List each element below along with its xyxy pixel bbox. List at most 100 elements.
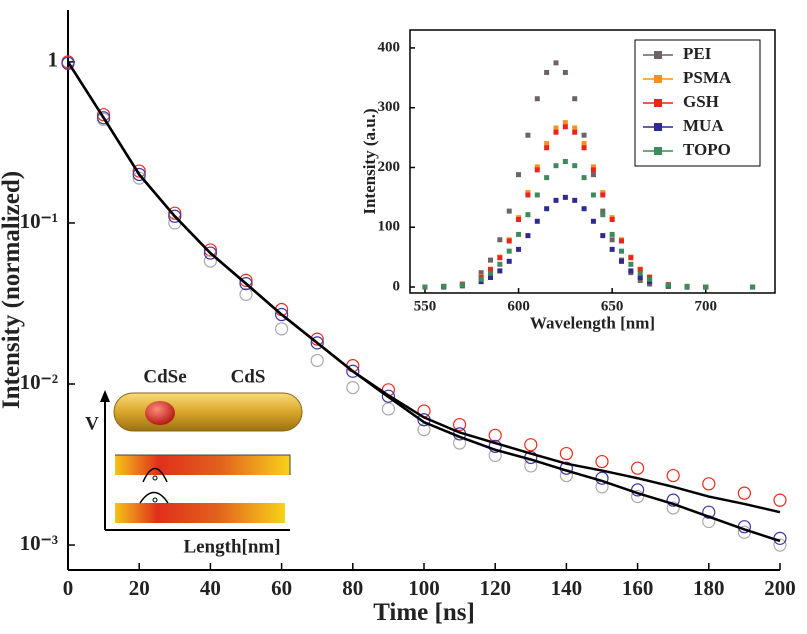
point	[553, 125, 559, 131]
point	[572, 197, 578, 203]
point	[666, 493, 680, 507]
chart: 550 600 650 700 0 100 200 300 400 Wavelength [nm]…	[360, 29, 776, 332]
point	[581, 145, 587, 151]
point	[562, 69, 568, 75]
point	[525, 233, 531, 239]
y-tick-label: 400	[378, 39, 401, 55]
fit-line	[66, 61, 781, 543]
point	[628, 268, 634, 274]
point	[346, 364, 360, 378]
point	[609, 237, 615, 243]
point	[534, 218, 540, 224]
point	[239, 273, 253, 287]
point	[702, 477, 716, 491]
point	[459, 282, 465, 288]
point	[478, 276, 484, 282]
point	[637, 270, 643, 276]
point	[61, 56, 75, 70]
point	[619, 258, 625, 264]
point	[487, 270, 493, 276]
point	[637, 274, 643, 280]
point	[525, 212, 531, 218]
point	[239, 277, 253, 291]
x-tick-label: 550	[414, 299, 437, 315]
point	[637, 267, 643, 273]
carrier	[152, 475, 158, 481]
x-axis-label: Wavelength [nm]	[530, 313, 655, 332]
point	[553, 60, 559, 66]
y-tick-label: 10⁻¹	[20, 209, 58, 233]
point	[600, 208, 606, 214]
point	[553, 129, 559, 135]
point	[239, 287, 253, 302]
point	[506, 248, 512, 254]
point	[168, 206, 182, 220]
point	[275, 307, 289, 322]
core-label: CdSe	[143, 366, 186, 387]
x-axis-label: Time [ns]	[373, 599, 475, 626]
point	[572, 163, 578, 169]
point	[506, 208, 512, 214]
point	[581, 175, 587, 181]
point	[773, 538, 787, 552]
point	[132, 167, 146, 182]
point	[609, 246, 615, 252]
point	[609, 231, 615, 237]
wavefunction	[139, 491, 169, 504]
y-tick-label: 300	[378, 99, 401, 115]
x-tick-label: 0	[63, 576, 74, 600]
x-tick-label: 40	[200, 576, 221, 600]
point	[544, 145, 550, 151]
point	[132, 164, 146, 178]
point	[516, 172, 522, 178]
arrow	[100, 390, 110, 402]
point	[609, 216, 615, 222]
x-tick-label: 80	[342, 576, 363, 600]
y-tick-label: 10⁻³	[20, 531, 58, 555]
point	[773, 493, 787, 507]
point	[516, 231, 522, 237]
v-label: V	[85, 413, 99, 434]
point	[595, 454, 609, 469]
y-tick-label: 100	[378, 219, 401, 235]
x-tick-label: 200	[764, 576, 796, 600]
y-tick-label: 1	[48, 48, 59, 72]
point	[203, 243, 217, 257]
point	[637, 277, 643, 283]
point	[487, 257, 493, 263]
point	[544, 206, 550, 212]
point	[628, 261, 634, 267]
point	[619, 238, 625, 244]
point	[534, 164, 540, 170]
point	[534, 192, 540, 198]
point	[684, 283, 690, 289]
legend-label: PSMA	[683, 68, 732, 87]
point	[590, 164, 596, 170]
point	[572, 96, 578, 102]
point	[534, 96, 540, 102]
point	[750, 284, 756, 290]
point	[553, 197, 559, 203]
band	[115, 503, 285, 523]
point	[534, 167, 540, 173]
x-tick-label: 600	[507, 299, 530, 315]
point	[310, 353, 324, 368]
point	[703, 284, 709, 290]
carrier	[152, 497, 158, 503]
point	[497, 261, 503, 267]
point	[572, 129, 578, 135]
point	[506, 258, 512, 264]
x-tick-label: 60	[271, 576, 292, 600]
point	[630, 489, 645, 504]
point	[666, 468, 680, 483]
point	[96, 111, 111, 125]
point	[590, 192, 596, 198]
point	[203, 246, 217, 260]
point	[203, 254, 217, 268]
length-label: Length[nm]	[183, 536, 280, 557]
x-tick-label: 100	[408, 576, 440, 600]
point	[572, 125, 578, 131]
point	[544, 69, 550, 75]
point	[553, 163, 559, 169]
